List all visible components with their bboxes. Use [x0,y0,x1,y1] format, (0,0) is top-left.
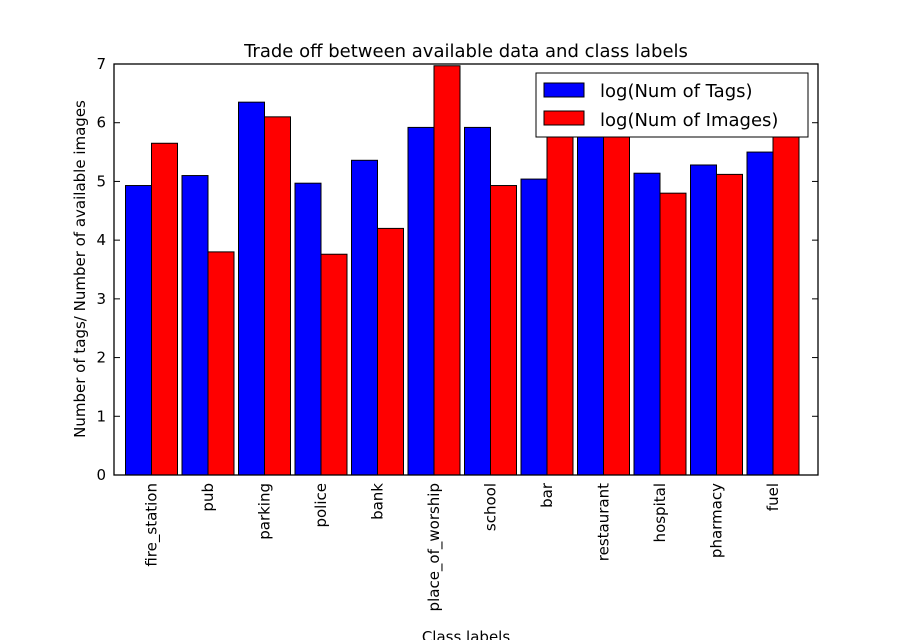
bar-tags-fuel [746,151,774,476]
bar-tags-bar [520,178,548,476]
plot-frame [113,63,819,476]
bar-images-parking [264,116,291,476]
y-tick-label: 6 [96,114,106,132]
bar-images-pub [207,251,235,476]
x-tick-label: school [482,483,500,531]
bar-tags-hospital [633,172,661,476]
y-tick-label: 0 [96,466,106,484]
bar-images-place_of_worship [433,65,461,476]
bar-images-police [320,253,348,476]
y-tick-label: 5 [96,172,106,190]
x-tick-label: parking [256,483,274,540]
bar-tags-pub [181,175,209,476]
x-tick-label: hospital [651,483,669,542]
y-axis-label: Number of tags/ Number of available imag… [71,100,89,438]
bars-group [125,65,800,476]
bar-images-bank [377,227,404,476]
y-tick-label: 2 [96,349,106,367]
y-tick-label: 7 [96,55,106,73]
x-axis-label: Class labels [422,628,511,640]
x-tick-label: pharmacy [708,483,726,558]
legend-label-images: log(Num of Images) [600,110,778,131]
x-tick-label: police [312,483,330,528]
legend-swatch-tags [543,82,585,98]
bar-images-restaurant [603,125,630,476]
bar-tags-pharmacy [690,164,717,476]
y-tick-label: 1 [96,407,106,425]
bar-images-pharmacy [716,173,743,476]
x-tick-label: restaurant [595,483,613,561]
bar-images-fire_station [151,142,178,476]
y-tick-label: 3 [96,290,106,308]
legend-label-tags: log(Num of Tags) [600,81,753,102]
bar-tags-place_of_worship [407,126,435,476]
x-tick-label: bar [538,482,556,508]
bar-tags-school [464,126,491,476]
chart-title: Trade off between available data and cla… [243,41,688,62]
bar-images-school [490,185,517,476]
x-tick-label: pub [199,483,217,512]
bar-tags-restaurant [577,125,604,476]
legend: log(Num of Tags) log(Num of Images) [535,72,809,138]
bar-tags-parking [238,101,265,476]
bar-tags-fire_station [125,185,152,476]
bar-images-hospital [659,192,687,476]
bar-images-fuel [772,131,800,476]
y-tick-label: 4 [96,231,106,249]
legend-swatch-images [543,110,585,126]
x-tick-label: fire_station [143,483,162,567]
bar-tags-bank [351,159,378,476]
bar-images-bar [546,128,574,476]
x-tick-label: bank [369,483,387,520]
x-tick-label: place_of_worship [425,483,444,611]
x-tick-label: fuel [764,483,782,511]
bar-tags-police [294,182,322,476]
